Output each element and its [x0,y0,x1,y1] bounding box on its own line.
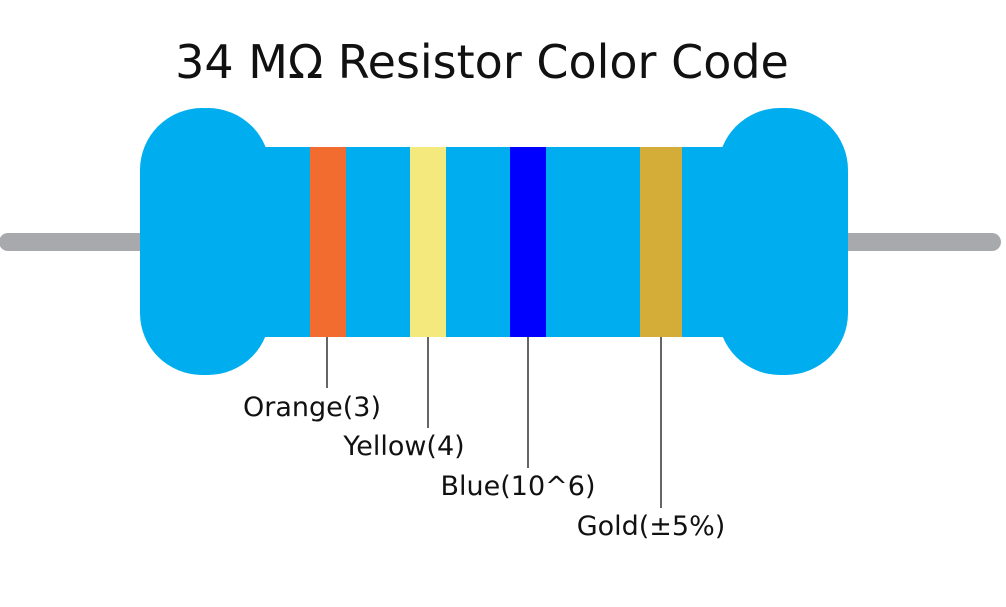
band-gold [640,147,682,337]
band-blue [510,147,546,337]
band-label-yellow: Yellow(4) [342,431,464,462]
band-label-gold: Gold(±5%) [577,511,726,542]
band-yellow [410,147,446,337]
band-label-blue: Blue(10^6) [441,471,596,502]
band-label-orange: Orange(3) [243,392,381,423]
resistor-body [140,108,848,375]
band-orange [310,147,346,337]
page-title: 34 MΩ Resistor Color Code [175,35,789,89]
